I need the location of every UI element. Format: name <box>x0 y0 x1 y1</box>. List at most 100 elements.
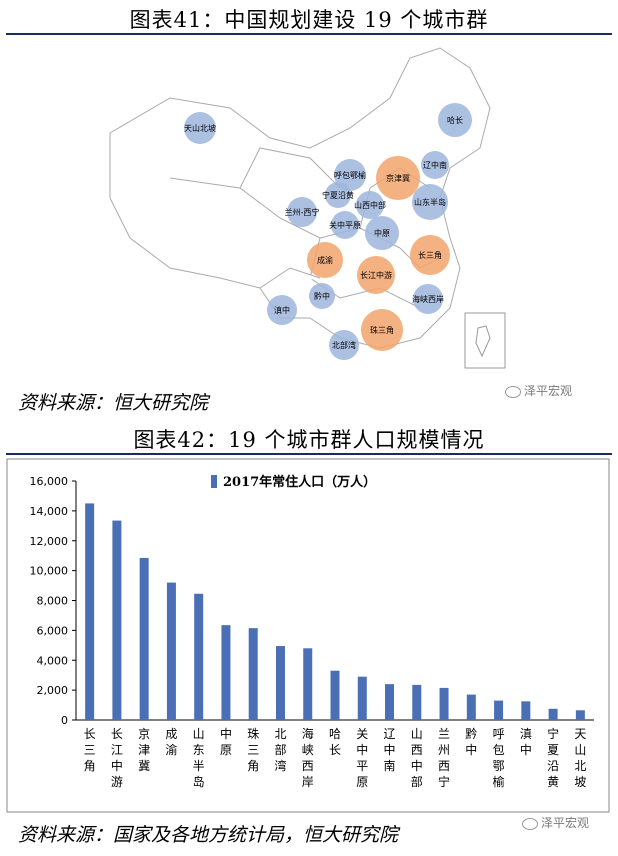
cluster-marker <box>413 284 443 314</box>
figure1-rule <box>6 33 612 35</box>
cluster-label: 滇中 <box>274 305 290 315</box>
category-label: 天山北坡 <box>574 727 586 789</box>
watermark-text: 泽平宏观 <box>541 816 590 830</box>
cluster-label: 关中平原 <box>329 220 361 230</box>
category-label: 中原 <box>220 726 232 757</box>
bar <box>548 708 558 720</box>
bar <box>439 687 449 720</box>
category-label: 辽中南 <box>384 727 396 773</box>
cluster-marker <box>357 256 395 294</box>
category-label: 成渝 <box>165 727 177 757</box>
category-label: 关中平原 <box>356 727 368 789</box>
bar <box>248 628 258 720</box>
category-label: 京津冀 <box>138 727 150 773</box>
cluster-marker <box>421 151 449 179</box>
wechat-icon <box>522 817 538 830</box>
bar <box>494 700 504 720</box>
bars <box>85 503 585 720</box>
cluster-marker <box>331 211 359 239</box>
legend-label: 2017年常住人口（万人） <box>223 474 376 490</box>
cluster-label: 长三角 <box>418 250 442 260</box>
wechat-icon <box>505 385 521 398</box>
category-label: 海峡西岸 <box>302 726 314 789</box>
legend-swatch <box>211 475 217 488</box>
figure2-title: 图表42：19 个城市群人口规模情况 <box>133 428 485 452</box>
bar <box>139 557 149 720</box>
figure2-watermark: 泽平宏观 <box>522 814 589 831</box>
y-tick-label: 0 <box>61 714 68 727</box>
population-bar-chart: 0 2,000 4,000 6,000 8,000 10,000 12,000 14,000 1… <box>6 458 610 813</box>
cluster-marker <box>329 330 359 360</box>
category-label: 兰州西宁 <box>438 727 450 789</box>
bar <box>166 582 176 720</box>
y-axis: 0 2,000 4,000 6,000 8,000 10,000 12,000 14,000 1… <box>30 475 594 727</box>
cluster-label: 哈长 <box>447 115 463 125</box>
bar <box>85 503 95 720</box>
cluster-label: 黔中 <box>314 291 330 301</box>
y-tick-label: 8,000 <box>37 595 69 608</box>
legend: 2017年常住人口（万人） <box>211 474 376 490</box>
y-tick-label: 4,000 <box>37 654 69 667</box>
bar <box>412 684 422 720</box>
cluster-marker <box>376 156 420 200</box>
category-label: 山东半岛 <box>193 727 205 789</box>
cluster-label: 天山北坡 <box>184 123 216 133</box>
category-label: 长江中游 <box>111 727 123 789</box>
cluster-marker <box>410 235 450 275</box>
cluster-label: 呼包鄂榆 <box>334 170 366 180</box>
bar <box>112 520 122 720</box>
y-tick-label: 2,000 <box>37 684 69 697</box>
cluster-marker <box>309 283 335 309</box>
cluster-label: 中原 <box>374 228 390 238</box>
category-label: 呼包鄂榆 <box>493 727 505 789</box>
bar <box>194 593 204 720</box>
bar <box>275 646 285 720</box>
cluster-marker <box>184 112 216 144</box>
y-tick-label: 12,000 <box>30 535 69 548</box>
cluster-label: 海峡西岸 <box>412 294 444 304</box>
cluster-label: 北部湾 <box>332 340 356 350</box>
cluster-label: 山西中部 <box>354 200 386 210</box>
cluster-label: 成渝 <box>317 255 333 265</box>
category-label: 长三角 <box>84 727 96 773</box>
cluster-label: 宁夏沿黄 <box>322 190 354 200</box>
bar <box>330 670 340 720</box>
cluster-marker <box>438 103 472 137</box>
cluster-label: 兰州-西宁 <box>285 207 320 217</box>
bar <box>221 625 231 720</box>
cluster-label: 珠三角 <box>370 325 394 335</box>
y-tick-label: 10,000 <box>30 565 69 578</box>
cluster-marker <box>307 242 343 278</box>
category-label: 滇中 <box>520 727 532 757</box>
cluster-label: 辽中南 <box>423 160 447 170</box>
chart-frame <box>6 458 610 813</box>
figure2-rule <box>6 453 612 455</box>
figure1-watermark: 泽平宏观 <box>505 382 572 399</box>
bar <box>357 676 367 720</box>
bar <box>521 701 531 720</box>
cluster-marker <box>365 216 399 250</box>
category-label: 山西中部 <box>411 727 423 789</box>
category-label: 珠三角 <box>247 727 259 773</box>
cluster-label: 山东半岛 <box>414 197 446 207</box>
y-tick-label: 14,000 <box>30 505 69 518</box>
watermark-text: 泽平宏观 <box>524 384 573 398</box>
category-label: 哈长 <box>329 727 341 757</box>
figure1-source: 资料来源：恒大研究院 <box>18 392 209 414</box>
taiwan-inset <box>464 312 506 369</box>
cluster-marker <box>267 295 297 325</box>
bar <box>303 648 313 720</box>
bar <box>385 684 395 720</box>
y-tick-label: 16,000 <box>30 475 69 488</box>
cluster-marker <box>287 197 317 227</box>
figure1-title: 图表41：中国规划建设 19 个城市群 <box>129 8 489 32</box>
category-labels: 长三角 长江中游 京津冀 成渝 山东半岛 中原 珠三角 北部湾 海峡西岸 哈长 关中平原 辽中南 山西中… <box>84 726 587 789</box>
cluster-marker <box>356 191 384 219</box>
category-label: 黔中 <box>465 726 477 757</box>
bar <box>466 694 476 720</box>
category-label: 宁夏沿黄 <box>547 726 559 789</box>
cluster-marker <box>361 309 403 351</box>
cluster-label: 长江中游 <box>360 270 392 280</box>
